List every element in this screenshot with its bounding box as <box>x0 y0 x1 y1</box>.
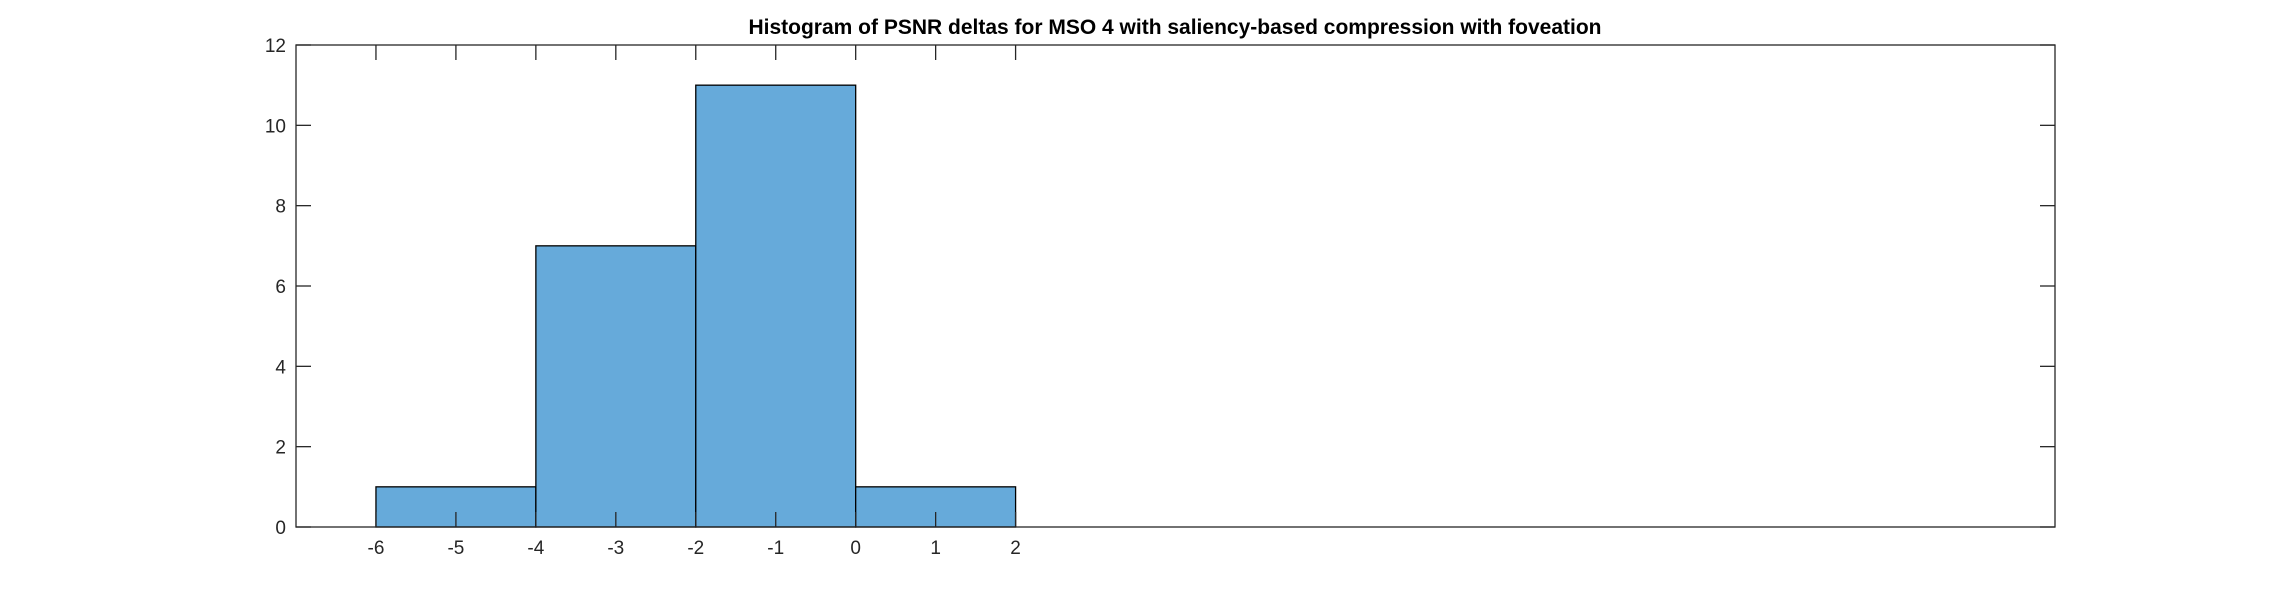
y-tick-label: 2 <box>275 438 286 459</box>
x-tick-label: -3 <box>607 538 624 559</box>
x-tick-label: -5 <box>447 538 464 559</box>
x-tick-label: -2 <box>687 538 704 559</box>
x-tick-label: 1 <box>930 538 941 559</box>
y-tick-label: 10 <box>265 116 286 137</box>
axes-box <box>295 44 2056 528</box>
x-tick-label: 0 <box>850 538 861 559</box>
x-tick-label: 2 <box>1010 538 1021 559</box>
y-tick-label: 8 <box>275 197 286 218</box>
chart-title: Histogram of PSNR deltas for MSO 4 with … <box>748 16 1601 39</box>
bars-layer <box>375 84 1017 528</box>
y-tick-label: 12 <box>265 36 286 57</box>
x-tick-label: -1 <box>767 538 784 559</box>
y-tick-label: 0 <box>275 518 286 539</box>
x-tick-label: -4 <box>527 538 544 559</box>
y-tick-label: 6 <box>275 277 286 298</box>
histogram-bar <box>535 245 697 528</box>
x-tick-label: -6 <box>368 538 385 559</box>
histogram-bar <box>695 84 857 528</box>
y-tick-label: 4 <box>275 357 286 378</box>
